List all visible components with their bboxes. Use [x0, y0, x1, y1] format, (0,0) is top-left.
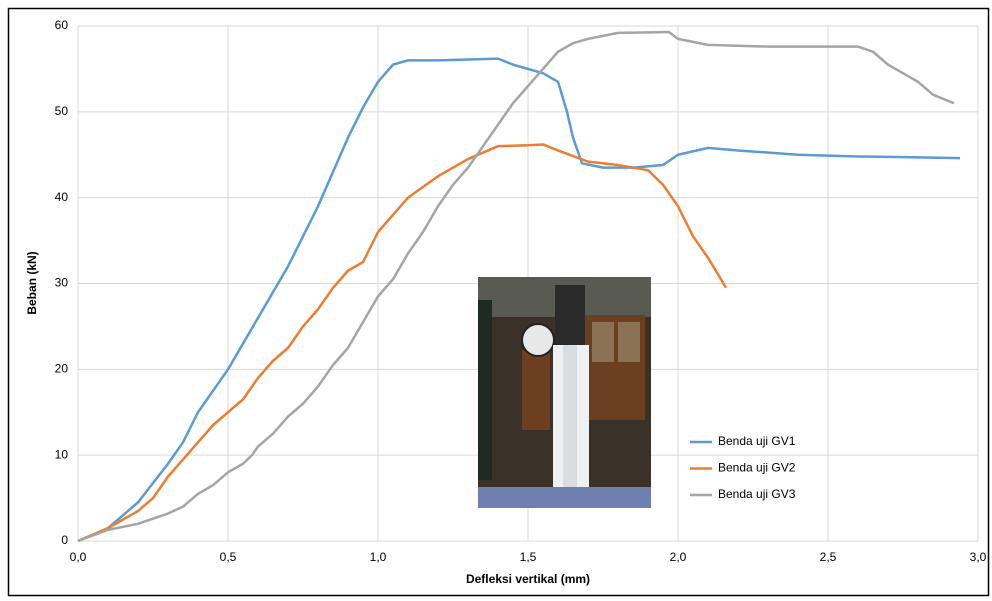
- x-tick-label: 2,0: [670, 550, 687, 564]
- legend-label: Benda uji GV3: [718, 487, 796, 501]
- legend: Benda uji GV1 Benda uji GV2 Benda uji GV3: [690, 434, 796, 501]
- y-tick-label: 10: [55, 447, 69, 461]
- x-tick-label: 1,5: [520, 550, 537, 564]
- x-tick-label: 2,5: [820, 550, 837, 564]
- y-axis-title: Beban (kN): [25, 251, 39, 314]
- series-line: [77, 143, 728, 543]
- x-axis-title: Defleksi vertikal (mm): [466, 572, 590, 586]
- y-tick-label: 50: [55, 104, 69, 118]
- x-tick-label: 0,0: [70, 550, 87, 564]
- plot-lines: [77, 30, 961, 543]
- y-tick-label: 30: [55, 276, 69, 290]
- series-line: [77, 30, 955, 543]
- y-tick-label: 20: [55, 362, 69, 376]
- legend-label: Benda uji GV1: [718, 434, 796, 448]
- x-tick-label: 1,0: [370, 550, 387, 564]
- y-tick-label: 60: [55, 18, 69, 32]
- x-tick-label: 3,0: [970, 550, 987, 564]
- legend-label: Benda uji GV2: [718, 461, 796, 475]
- x-tick-label: 0,5: [220, 550, 237, 564]
- series-line: [77, 57, 961, 543]
- photo-inset: [478, 277, 651, 508]
- y-tick-label: 40: [55, 190, 69, 204]
- y-tick-label: 0: [61, 533, 68, 547]
